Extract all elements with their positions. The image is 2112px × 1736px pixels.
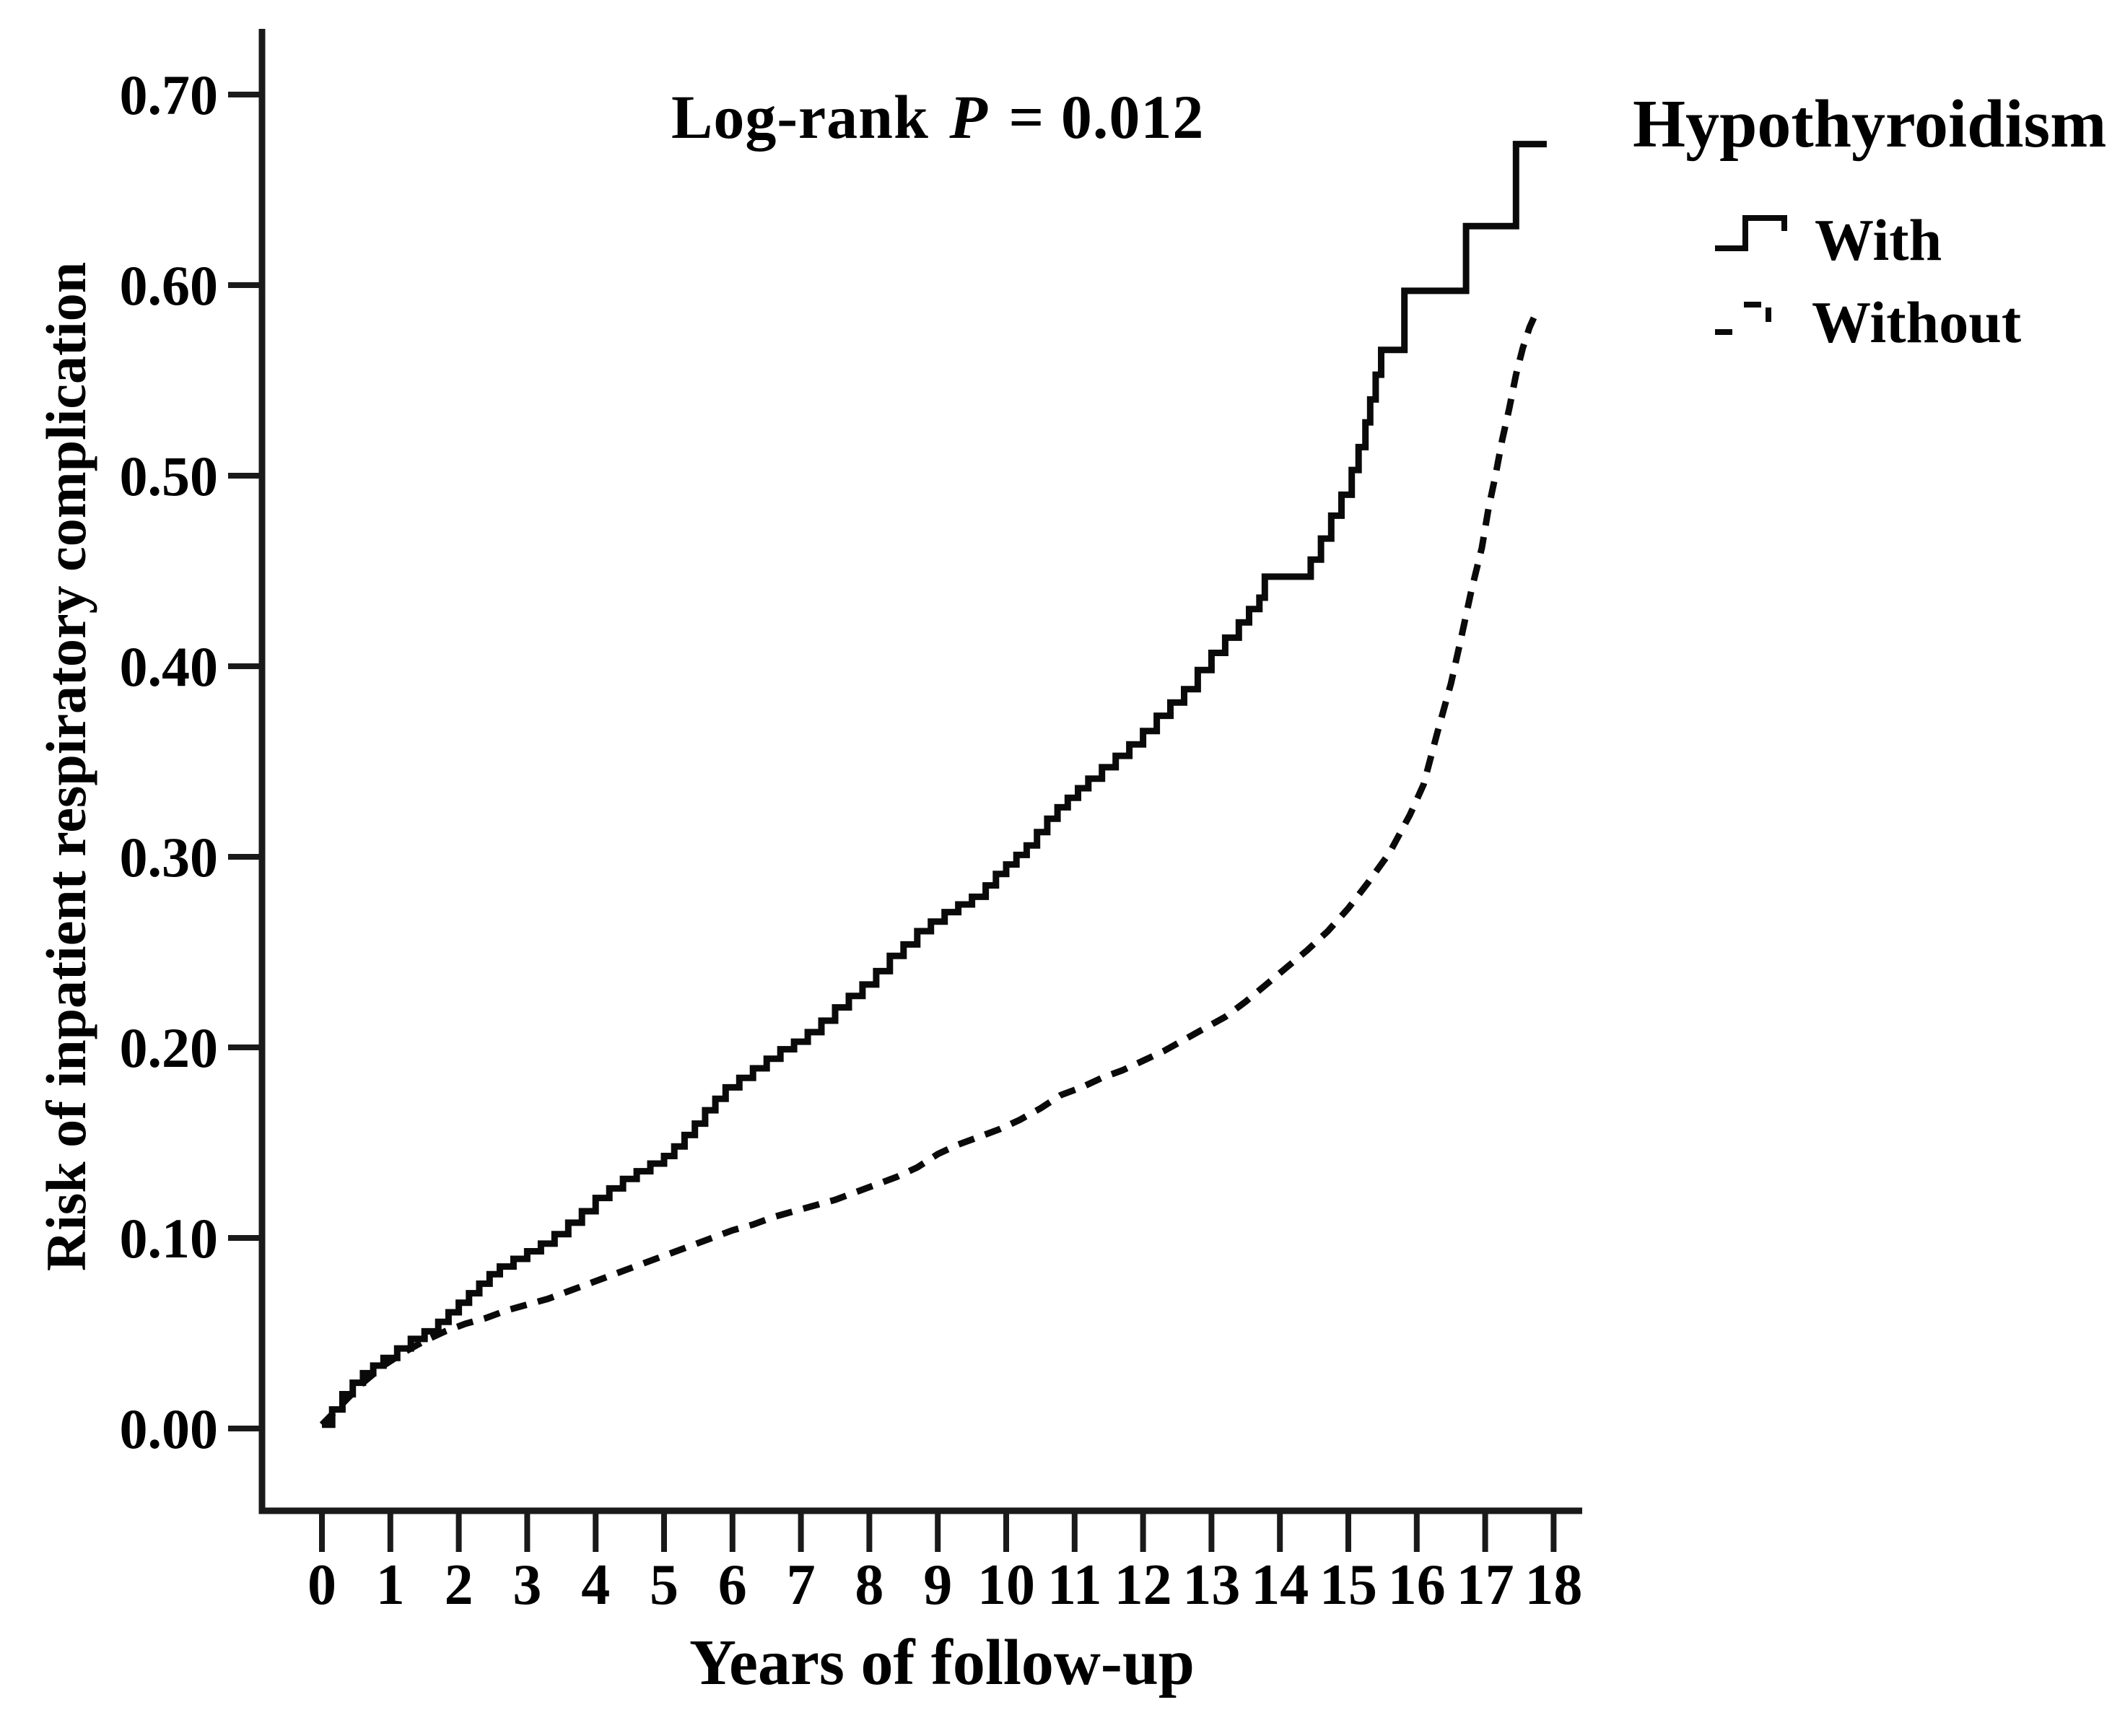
x-tick-label: 4	[581, 1553, 610, 1617]
x-tick-label: 5	[650, 1553, 678, 1617]
x-tick-label: 18	[1524, 1553, 1582, 1617]
legend-item-with: With	[1714, 206, 2017, 273]
y-tick-label: 0.20	[120, 1016, 219, 1079]
y-tick-label: 0.50	[120, 445, 219, 507]
series-without	[319, 310, 1540, 1427]
x-tick-label: 1	[376, 1553, 405, 1617]
chart-title: Log-rank P = 0.012	[671, 81, 1204, 153]
x-tick-label: 8	[855, 1553, 883, 1617]
y-axis-title: Risk of inpatient respiratory complicati…	[35, 261, 97, 1272]
legend-title: Hypothyroidism	[1633, 87, 2107, 162]
y-tick-label: 0.70	[120, 64, 219, 126]
x-tick-label: 9	[923, 1553, 952, 1617]
x-tick-label: 12	[1114, 1553, 1172, 1617]
solid-step-line-icon	[1715, 215, 1787, 251]
legend: Hypothyroidism With Without	[1633, 85, 2107, 355]
x-tick-label: 10	[977, 1553, 1035, 1617]
dashed-step-line-icon	[1715, 302, 1771, 335]
x-tick-label: 13	[1182, 1553, 1240, 1617]
x-tick-label: 14	[1251, 1553, 1309, 1617]
x-tick-label: 11	[1047, 1553, 1102, 1617]
x-tick-label: 15	[1319, 1553, 1377, 1617]
y-tick-label: 0.40	[120, 635, 219, 698]
x-tick-label: 3	[512, 1553, 541, 1617]
y-tick-label: 0.00	[120, 1397, 219, 1460]
series-with	[322, 141, 1547, 1429]
x-tick-label: 17	[1457, 1553, 1514, 1617]
legend-label-with: With	[1815, 207, 1942, 273]
chart-title-value: = 0.012	[1008, 82, 1205, 152]
x-tick-label: 16	[1388, 1553, 1446, 1617]
x-tick-label: 6	[718, 1553, 747, 1617]
chart-title-p-symbol: P	[949, 82, 988, 152]
x-tick-label: 7	[787, 1553, 816, 1617]
x-tick-label: 0	[307, 1553, 336, 1617]
x-tick-label: 2	[445, 1553, 474, 1617]
chart-title-prefix: Log-rank	[671, 82, 929, 152]
y-tick-label: 0.10	[120, 1207, 219, 1270]
y-tick-label: 0.30	[120, 826, 219, 889]
x-axis-title: Years of follow-up	[689, 1627, 1195, 1698]
legend-item-without: Without	[1714, 289, 2046, 355]
legend-label-without: Without	[1812, 289, 2022, 355]
y-tick-label: 0.60	[120, 254, 219, 317]
